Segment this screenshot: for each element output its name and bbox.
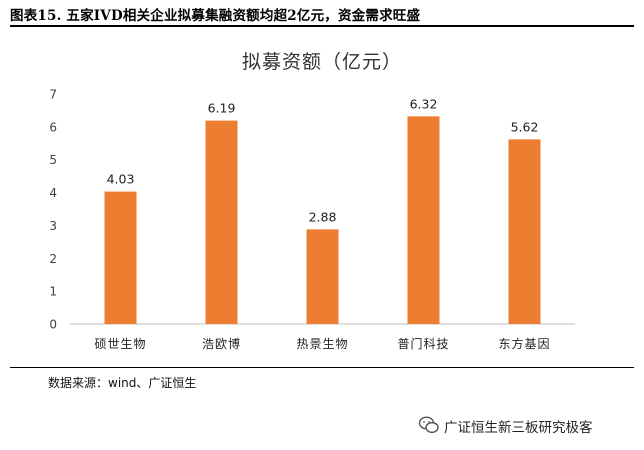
x-tick-label: 东方基因: [498, 336, 550, 351]
x-tick-label: 浩欧博: [202, 336, 241, 351]
bar: [407, 116, 440, 324]
y-tick-label: 0: [49, 318, 57, 332]
data-label: 2.88: [309, 209, 337, 224]
data-label: 4.03: [107, 172, 135, 187]
footer-rule: [10, 367, 634, 368]
x-tick-label: 硕世生物: [94, 337, 146, 351]
wechat-icon: [418, 416, 439, 434]
figure-title: 图表15. 五家IVD相关企业拟募集融资额均超2亿元，资金需求旺盛: [10, 8, 421, 24]
bar: [306, 229, 339, 324]
data-label: 5.62: [511, 119, 539, 134]
y-tick-label: 1: [49, 285, 57, 299]
header-rule: [10, 25, 634, 27]
chart-title: 拟募资额（亿元）: [241, 51, 402, 73]
bar: [508, 139, 541, 324]
y-tick-label: 7: [49, 88, 57, 102]
watermark-text: 广证恒生新三板研究极客: [444, 420, 593, 436]
data-label: 6.19: [208, 101, 236, 116]
watermark: 广证恒生新三板研究极客: [418, 413, 632, 437]
x-tick-label: 普门科技: [397, 336, 449, 351]
y-tick-label: 2: [49, 252, 57, 266]
y-tick-label: 4: [49, 186, 57, 200]
y-tick-label: 3: [49, 219, 57, 233]
bar: [104, 191, 137, 324]
source-note: 数据来源：wind、广证恒生: [48, 376, 197, 390]
figure-header: 图表15. 五家IVD相关企业拟募集融资额均超2亿元，资金需求旺盛: [10, 3, 634, 25]
y-tick-label: 6: [49, 120, 57, 134]
bar: [205, 120, 238, 324]
y-tick-label: 5: [49, 153, 57, 167]
data-label: 6.32: [410, 96, 438, 111]
bar-chart: 0 1 2 3 4 5 6 7 4.03 硕世生物 6.19 浩欧博 2.88 热景生物 6.32 普门科技 5…: [49, 88, 575, 351]
x-tick-label: 热景生物: [296, 337, 348, 351]
